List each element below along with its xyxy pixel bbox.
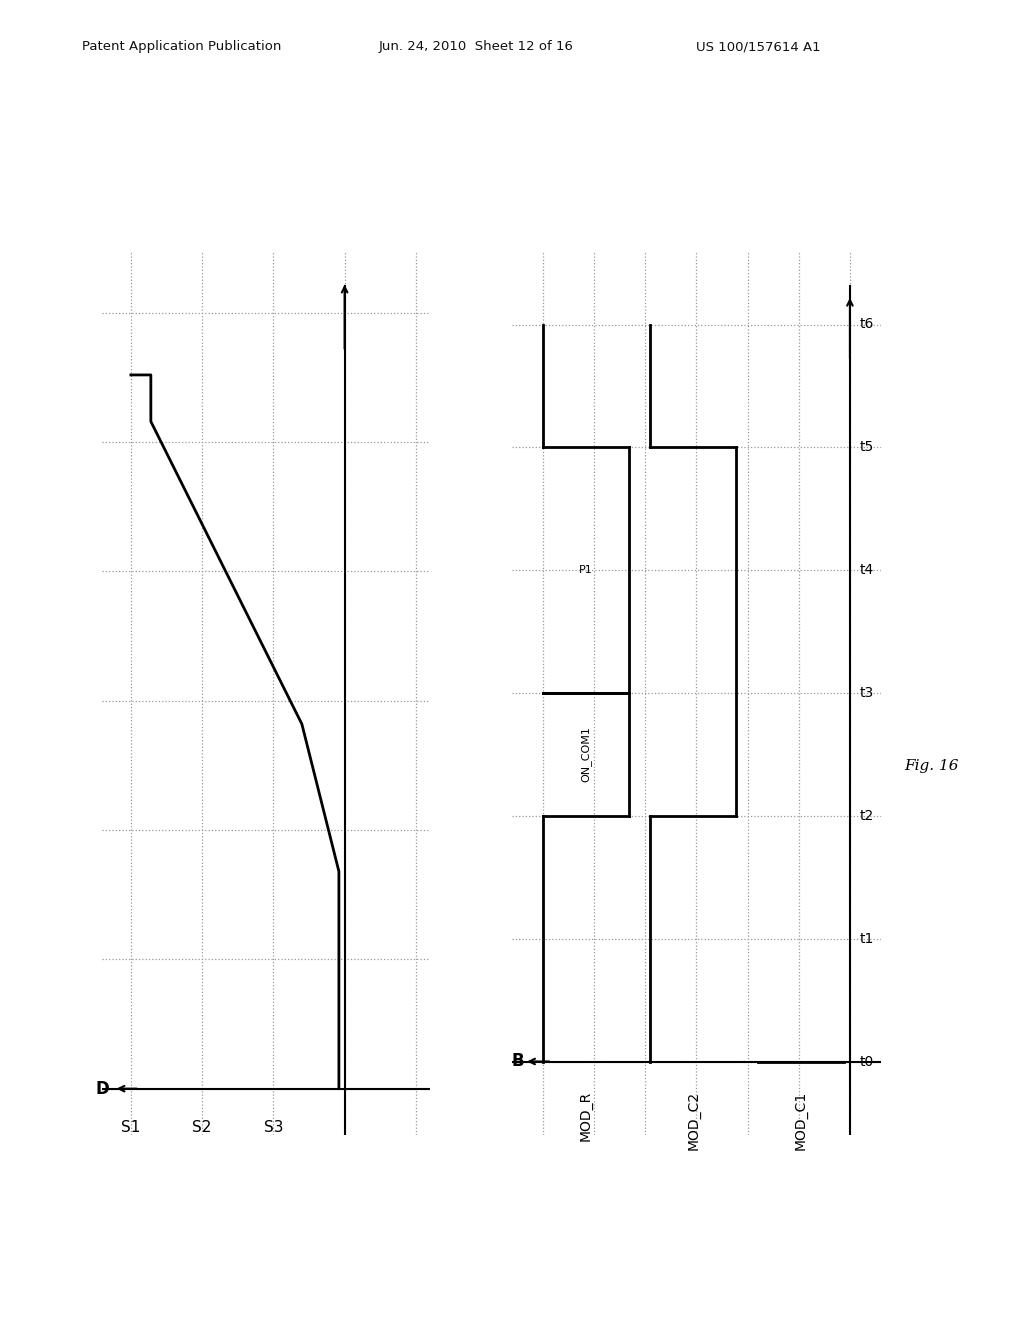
Text: S2: S2: [193, 1119, 212, 1135]
Text: B: B: [512, 1052, 524, 1071]
Text: t0: t0: [859, 1055, 873, 1068]
Text: P1: P1: [579, 565, 593, 576]
Text: US 100/157614 A1: US 100/157614 A1: [696, 40, 821, 53]
Text: t3: t3: [859, 686, 873, 700]
Text: S1: S1: [121, 1119, 140, 1135]
Text: t2: t2: [859, 809, 873, 822]
Text: MOD_R: MOD_R: [579, 1090, 593, 1142]
Text: S3: S3: [263, 1119, 283, 1135]
Text: t4: t4: [859, 564, 873, 577]
Text: MOD_C2: MOD_C2: [686, 1090, 700, 1150]
Text: t5: t5: [859, 441, 873, 454]
Text: Fig. 16: Fig. 16: [904, 759, 959, 772]
Text: ON_COM1: ON_COM1: [581, 726, 591, 783]
Text: MOD_C1: MOD_C1: [794, 1090, 808, 1150]
Text: t6: t6: [859, 318, 873, 331]
Text: t1: t1: [859, 932, 873, 945]
Text: Patent Application Publication: Patent Application Publication: [82, 40, 282, 53]
Text: D: D: [95, 1080, 110, 1098]
Text: Jun. 24, 2010  Sheet 12 of 16: Jun. 24, 2010 Sheet 12 of 16: [379, 40, 573, 53]
